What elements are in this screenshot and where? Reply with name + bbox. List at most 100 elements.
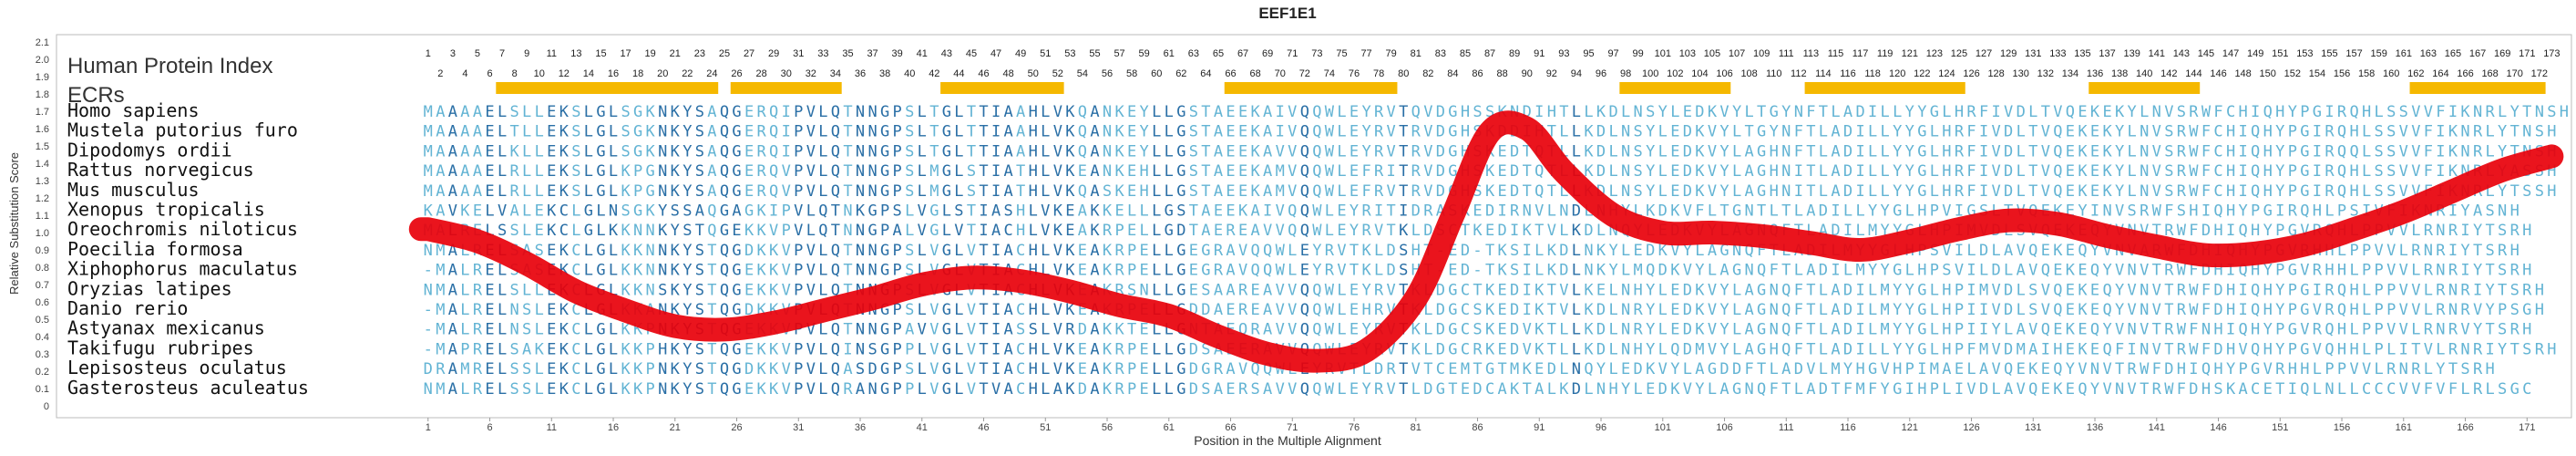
residue: R	[1114, 262, 1124, 280]
residue: D	[1819, 380, 1828, 399]
residue: R	[1214, 242, 1224, 260]
residue: R	[1634, 321, 1644, 339]
residue: F	[1979, 103, 1988, 121]
residue: D	[1436, 321, 1445, 339]
residue: V	[1966, 380, 1976, 399]
residue: D	[1436, 142, 1445, 161]
residue: R	[2486, 103, 2496, 121]
residue: I	[1523, 242, 1532, 260]
y-axis-label: Relative Substitution Score	[7, 152, 21, 295]
residue: E	[1238, 103, 1247, 121]
residue: A	[1251, 202, 1260, 221]
residue: K	[559, 301, 570, 319]
residue: N	[510, 321, 519, 339]
residue: I	[2325, 103, 2334, 121]
residue: P	[2288, 182, 2297, 201]
residue: Q	[2300, 202, 2309, 221]
residue: R	[2436, 242, 2446, 260]
residue: G	[596, 142, 605, 161]
residue: A	[1719, 262, 1729, 280]
residue: K	[2448, 142, 2458, 161]
residue: D	[1510, 142, 1519, 161]
residue: L	[1165, 340, 1174, 358]
residue: K	[757, 360, 767, 378]
y-tick-label: 1.3	[36, 176, 49, 187]
residue: S	[695, 103, 704, 121]
residue: S	[1473, 182, 1482, 201]
residue: T	[979, 123, 988, 141]
residue: V	[2239, 340, 2248, 358]
residue: C	[571, 301, 580, 319]
residue: D	[1423, 222, 1432, 240]
index-number-bottom: 86	[1472, 68, 1483, 79]
residue: L	[1732, 340, 1741, 358]
residue: Y	[1658, 103, 1668, 121]
residue: L	[918, 360, 927, 378]
residue: Q	[720, 380, 729, 399]
residue: Q	[2053, 360, 2062, 378]
residue: N	[1781, 123, 1791, 141]
residue: L	[571, 202, 580, 221]
x-tick-label: 171	[2519, 422, 2535, 433]
residue: H	[1029, 340, 1038, 358]
residue: G	[633, 202, 642, 221]
residue: Q	[1078, 182, 1087, 201]
residue: V	[1423, 142, 1432, 161]
species-label: Lepisosteus oculatus	[67, 357, 287, 378]
residue: L	[1041, 242, 1050, 260]
residue: T	[707, 281, 716, 299]
residue: K	[621, 321, 631, 339]
residue: R	[2128, 360, 2138, 378]
residue: A	[1090, 182, 1099, 201]
residue: G	[596, 103, 605, 121]
residue: M	[436, 281, 445, 299]
residue: G	[1448, 162, 1457, 181]
residue: E	[485, 281, 494, 299]
index-number-top: 13	[570, 48, 581, 59]
index-number-bottom: 50	[1028, 68, 1039, 79]
residue: R	[473, 281, 483, 299]
index-number-bottom: 154	[2309, 68, 2325, 79]
residue: V	[929, 301, 939, 319]
residue: S	[967, 182, 976, 201]
residue: K	[621, 360, 631, 378]
residue: V	[991, 380, 1001, 399]
residue: Q	[831, 360, 840, 378]
residue: I	[2313, 162, 2322, 181]
residue: G	[732, 182, 741, 201]
residue: V	[1288, 380, 1297, 399]
residue: G	[1719, 242, 1729, 260]
residue: K	[1065, 262, 1075, 280]
residue: L	[1905, 262, 1914, 280]
residue: T	[1806, 321, 1815, 339]
residue: I	[991, 321, 1001, 339]
residue: L	[2337, 242, 2346, 260]
residue: H	[2362, 103, 2371, 121]
residue: Y	[682, 242, 692, 260]
index-number-bottom: 124	[1938, 68, 1955, 79]
residue: L	[1584, 103, 1593, 121]
index-number-top: 139	[2123, 48, 2140, 59]
residue: E	[2041, 360, 2050, 378]
residue: K	[1473, 222, 1483, 240]
residue: E	[2078, 103, 2087, 121]
residue: A	[1004, 321, 1013, 339]
residue: L	[2375, 360, 2384, 378]
residue: L	[1930, 321, 1939, 339]
residue: P	[1127, 360, 1136, 378]
index-number-top: 97	[1607, 48, 1618, 59]
residue: L	[1881, 123, 1890, 141]
residue: G	[720, 222, 729, 240]
residue: K	[2102, 142, 2112, 161]
residue: L	[2017, 182, 2026, 201]
residue: G	[1757, 142, 1766, 161]
residue: P	[2288, 142, 2297, 161]
residue: W	[1325, 123, 1335, 141]
residue: D	[1436, 281, 1445, 299]
residue: H	[1942, 340, 1951, 358]
index-number-bottom: 98	[1620, 68, 1631, 79]
residue: N	[2460, 142, 2469, 161]
residue: E	[2102, 103, 2111, 121]
residue: A	[1745, 182, 1754, 201]
